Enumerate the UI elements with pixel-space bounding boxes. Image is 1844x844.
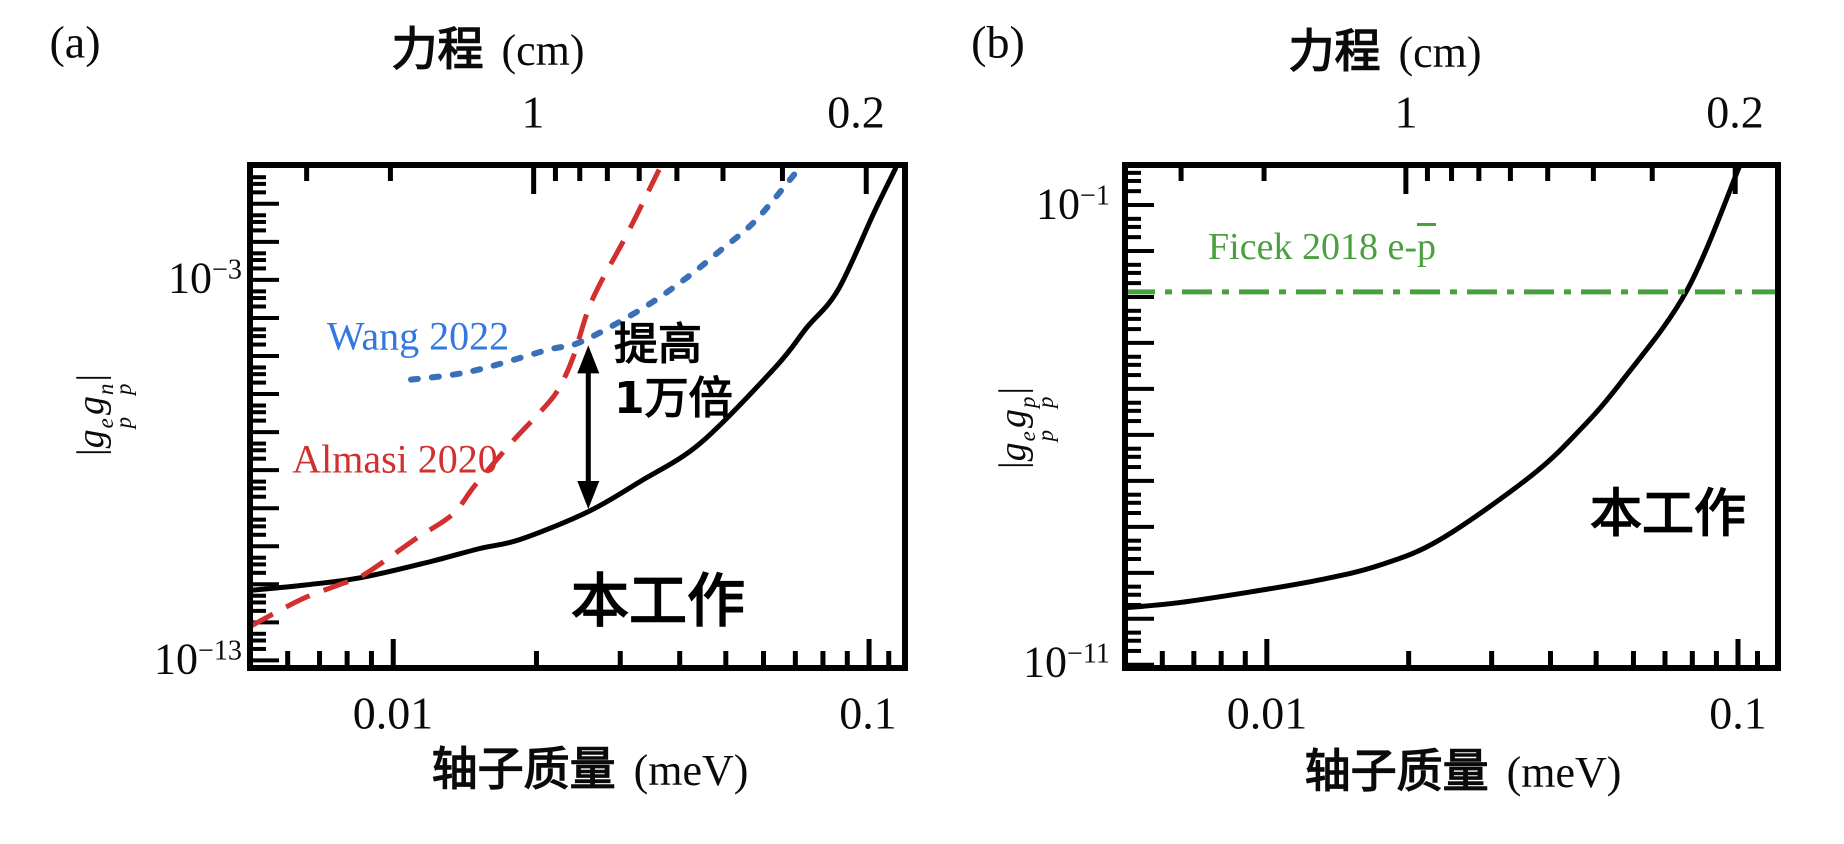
panel-a-ylabel-close: | bbox=[70, 373, 113, 382]
panel-a-y-power-bottom-base: 10 bbox=[153, 634, 198, 684]
panel-a-wang-2022-label: Wang 2022 bbox=[326, 313, 510, 359]
panel-a-ylabel-g2-sub: p bbox=[111, 383, 137, 395]
panel-b-ylabel-g2-sub: p bbox=[1033, 396, 1059, 408]
panel-b-y-power-top-base: 10 bbox=[1036, 179, 1081, 229]
panel-a-top-axis-title-cn: 力程 bbox=[391, 22, 484, 76]
panel-a-ylabel-g2: g bbox=[70, 396, 113, 415]
panel-b-series-0-curve bbox=[1128, 168, 1742, 611]
panel-a-series-0-curve bbox=[253, 168, 899, 593]
panel-a-x-axis-title-cn: 轴子质量 bbox=[431, 742, 616, 796]
panel-a-plot bbox=[247, 162, 908, 671]
panel-b-ylabel-g1: g bbox=[992, 442, 1035, 462]
panel-b-top-axis-title: 力程 (cm) bbox=[1288, 15, 1481, 81]
panel-b-frame bbox=[1122, 162, 1781, 671]
panel-b-y-power-top: 10−1 bbox=[1036, 179, 1110, 230]
panel-b-ficek-prefix: Ficek 2018 e- bbox=[1208, 226, 1417, 268]
panel-b-ylabel-g2: g bbox=[992, 409, 1035, 428]
panel-b-ylabel-close: | bbox=[992, 386, 1035, 395]
panel-a-top-tick-1: 1 bbox=[521, 86, 545, 138]
panel-b-top-tick-02: 0.2 bbox=[1706, 86, 1764, 138]
panel-b-ficek-pbar: p bbox=[1416, 226, 1436, 268]
panel-b-tag: (b) bbox=[971, 16, 1025, 68]
panel-a-y-power-bottom: 10−13 bbox=[154, 634, 242, 685]
panel-a-series-2-curve bbox=[408, 168, 801, 383]
improvement-arrow bbox=[577, 345, 600, 509]
panel-a-y-power-top: 10−3 bbox=[168, 253, 242, 304]
panel-a-x-tick-01: 0.1 bbox=[839, 687, 897, 739]
panel-a-almasi-2020-label: Almasi 2020 bbox=[292, 436, 498, 482]
panel-b-plot bbox=[1122, 162, 1781, 671]
panel-a-top-axis-title: 力程 (cm) bbox=[391, 13, 584, 79]
panel-a-x-tick-001: 0.01 bbox=[352, 687, 434, 739]
panel-a-y-power-bottom-exp: −13 bbox=[197, 635, 242, 667]
panel-b-x-axis-unit: (meV) bbox=[1506, 748, 1622, 797]
panel-b-ficek-2018-label: Ficek 2018 e-p bbox=[1208, 225, 1436, 269]
panel-b-x-tick-01: 0.1 bbox=[1709, 687, 1767, 739]
panel-a-ylabel-open: | bbox=[70, 448, 113, 457]
panel-a-annotation-line1: 提高 bbox=[614, 319, 702, 370]
panel-b-ylabel-g1-sub: p bbox=[1033, 430, 1059, 442]
panel-a-y-power-top-base: 10 bbox=[168, 253, 213, 303]
panel-b-y-power-top-exp: −1 bbox=[1080, 180, 1110, 212]
panel-b-this-work-label: 本工作 bbox=[1589, 484, 1747, 545]
panel-b-ylabel-open: | bbox=[992, 461, 1035, 470]
panel-b-x-axis-title-cn: 轴子质量 bbox=[1304, 744, 1489, 798]
panel-a-top-tick-02: 0.2 bbox=[827, 86, 885, 138]
panel-a-frame bbox=[247, 162, 908, 671]
panel-b-top-axis-title-cn: 力程 bbox=[1288, 24, 1381, 78]
panel-a-x-axis-title: 轴子质量 (meV) bbox=[432, 733, 749, 799]
panel-a-y-power-top-exp: −3 bbox=[212, 254, 242, 286]
panel-a-top-axis-unit: (cm) bbox=[501, 26, 585, 75]
panel-a-annotation-line2: 1万倍 bbox=[614, 373, 733, 424]
panel-b-top-axis-unit: (cm) bbox=[1398, 28, 1482, 77]
panel-a-this-work-label: 本工作 bbox=[570, 567, 746, 635]
panel-b-x-tick-001: 0.01 bbox=[1226, 687, 1308, 739]
panel-b-y-axis-label: |g e p g p p | bbox=[991, 386, 1059, 470]
panel-b-y-power-bottom-exp: −11 bbox=[1067, 638, 1110, 670]
panel-a-series-1-curve bbox=[253, 168, 662, 628]
panel-a-improvement-annotation: 提高 1万倍 bbox=[614, 318, 733, 426]
panel-b-top-tick-1: 1 bbox=[1394, 86, 1418, 138]
panel-a-y-axis-label: |g e p g n p | bbox=[69, 373, 137, 457]
panel-b-y-power-bottom-base: 10 bbox=[1023, 637, 1067, 687]
panel-a-ylabel-g1: g bbox=[70, 429, 113, 449]
panel-a-x-axis-unit: (meV) bbox=[633, 746, 749, 795]
panel-a-tag: (a) bbox=[49, 16, 101, 68]
panel-a-ylabel-g1-sub: p bbox=[111, 417, 137, 429]
panel-b-y-power-bottom: 10−11 bbox=[1023, 637, 1110, 688]
panel-b-x-axis-title: 轴子质量 (meV) bbox=[1305, 735, 1622, 801]
